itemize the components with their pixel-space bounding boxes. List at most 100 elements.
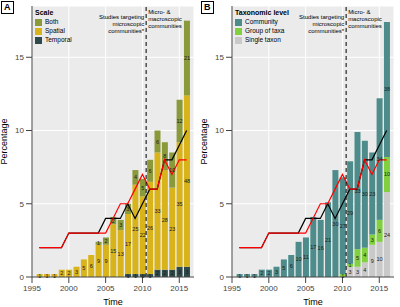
svg-text:21: 21 bbox=[184, 55, 190, 61]
svg-text:9: 9 bbox=[97, 258, 100, 264]
svg-text:9: 9 bbox=[104, 258, 107, 264]
svg-text:1: 1 bbox=[53, 273, 56, 279]
svg-text:9: 9 bbox=[371, 258, 374, 264]
svg-text:10: 10 bbox=[15, 126, 24, 135]
svg-text:24: 24 bbox=[384, 232, 390, 238]
svg-text:3: 3 bbox=[119, 222, 122, 228]
svg-text:15: 15 bbox=[110, 248, 116, 254]
svg-text:5: 5 bbox=[282, 265, 285, 271]
svg-text:Percentage: Percentage bbox=[8, 118, 9, 164]
svg-text:1: 1 bbox=[134, 273, 137, 279]
svg-text:4: 4 bbox=[134, 174, 137, 180]
svg-text:6: 6 bbox=[156, 139, 159, 145]
svg-text:10: 10 bbox=[377, 256, 383, 262]
svg-text:11: 11 bbox=[303, 254, 309, 260]
svg-text:6: 6 bbox=[149, 168, 152, 174]
svg-text:Time: Time bbox=[103, 297, 123, 307]
svg-text:25: 25 bbox=[132, 226, 138, 232]
svg-text:26: 26 bbox=[147, 225, 153, 231]
svg-text:2: 2 bbox=[268, 270, 271, 276]
svg-text:2000: 2000 bbox=[260, 284, 278, 293]
svg-text:6: 6 bbox=[290, 263, 293, 269]
svg-text:3: 3 bbox=[356, 269, 359, 275]
svg-text:35: 35 bbox=[177, 201, 183, 207]
svg-text:5: 5 bbox=[356, 255, 359, 261]
svg-text:1: 1 bbox=[253, 273, 256, 279]
svg-text:2000: 2000 bbox=[60, 284, 78, 293]
svg-text:1: 1 bbox=[246, 273, 249, 279]
svg-text:33: 33 bbox=[354, 188, 360, 194]
svg-text:29: 29 bbox=[347, 210, 353, 216]
svg-text:17: 17 bbox=[125, 241, 131, 247]
svg-text:30: 30 bbox=[362, 191, 368, 197]
svg-text:2: 2 bbox=[260, 270, 263, 276]
svg-text:28: 28 bbox=[162, 217, 168, 223]
svg-text:2: 2 bbox=[156, 270, 159, 276]
svg-text:3: 3 bbox=[349, 269, 352, 275]
html-text:A: A bbox=[4, 2, 11, 12]
svg-text:13: 13 bbox=[118, 251, 124, 257]
svg-text:2005: 2005 bbox=[297, 284, 315, 293]
svg-text:1995: 1995 bbox=[223, 284, 241, 293]
svg-text:2: 2 bbox=[171, 270, 174, 276]
svg-text:27: 27 bbox=[340, 223, 346, 229]
svg-text:2: 2 bbox=[163, 270, 166, 276]
svg-text:5: 5 bbox=[220, 200, 225, 209]
svg-text:3: 3 bbox=[178, 269, 181, 275]
svg-text:1: 1 bbox=[149, 273, 152, 279]
svg-text:6: 6 bbox=[378, 228, 381, 234]
svg-text:0: 0 bbox=[20, 273, 25, 282]
svg-text:5: 5 bbox=[82, 265, 85, 271]
svg-text:6: 6 bbox=[90, 263, 93, 269]
svg-text:8: 8 bbox=[163, 153, 166, 159]
svg-text:23: 23 bbox=[369, 191, 375, 197]
svg-text:12: 12 bbox=[177, 118, 183, 124]
svg-text:3: 3 bbox=[275, 269, 278, 275]
svg-text:1: 1 bbox=[349, 262, 352, 268]
svg-text:2: 2 bbox=[60, 270, 63, 276]
svg-text:33: 33 bbox=[154, 208, 160, 214]
svg-text:16: 16 bbox=[318, 245, 324, 251]
svg-text:34: 34 bbox=[377, 156, 383, 162]
svg-text:Time: Time bbox=[303, 297, 323, 307]
svg-text:15: 15 bbox=[215, 53, 224, 62]
svg-text:30: 30 bbox=[332, 221, 338, 227]
svg-text:1: 1 bbox=[38, 273, 41, 279]
svg-text:21: 21 bbox=[325, 237, 331, 243]
svg-text:3: 3 bbox=[371, 237, 374, 243]
svg-text:4: 4 bbox=[363, 267, 366, 273]
svg-text:2010: 2010 bbox=[134, 284, 152, 293]
svg-text:3: 3 bbox=[127, 206, 130, 212]
svg-text:1995: 1995 bbox=[23, 284, 41, 293]
svg-text:2005: 2005 bbox=[97, 284, 115, 293]
svg-text:38: 38 bbox=[384, 86, 390, 92]
svg-text:48: 48 bbox=[184, 178, 190, 184]
svg-text:1: 1 bbox=[238, 273, 241, 279]
svg-text:10: 10 bbox=[215, 126, 224, 135]
svg-text:5: 5 bbox=[20, 200, 25, 209]
svg-text:10: 10 bbox=[296, 256, 302, 262]
svg-text:3: 3 bbox=[75, 269, 78, 275]
svg-text:2: 2 bbox=[68, 270, 71, 276]
svg-text:23: 23 bbox=[169, 226, 175, 232]
svg-text:10: 10 bbox=[169, 167, 175, 173]
svg-text:17: 17 bbox=[310, 244, 316, 250]
svg-text:2: 2 bbox=[112, 218, 115, 224]
svg-text:Percentage: Percentage bbox=[200, 118, 209, 164]
svg-text:0: 0 bbox=[220, 273, 225, 282]
svg-text:3: 3 bbox=[185, 269, 188, 275]
svg-text:22: 22 bbox=[140, 232, 146, 238]
svg-text:2015: 2015 bbox=[170, 284, 188, 293]
svg-text:2015: 2015 bbox=[370, 284, 388, 293]
svg-text:1: 1 bbox=[127, 273, 130, 279]
svg-text:1: 1 bbox=[141, 273, 144, 279]
svg-text:1: 1 bbox=[46, 273, 49, 279]
svg-text:4: 4 bbox=[363, 252, 366, 258]
svg-text:2: 2 bbox=[104, 238, 107, 244]
svg-text:10: 10 bbox=[384, 171, 390, 177]
svg-text:1: 1 bbox=[97, 240, 100, 246]
svg-text:5: 5 bbox=[141, 185, 144, 191]
svg-text:1: 1 bbox=[341, 273, 344, 279]
svg-text:15: 15 bbox=[15, 53, 24, 62]
svg-text:2010: 2010 bbox=[334, 284, 352, 293]
